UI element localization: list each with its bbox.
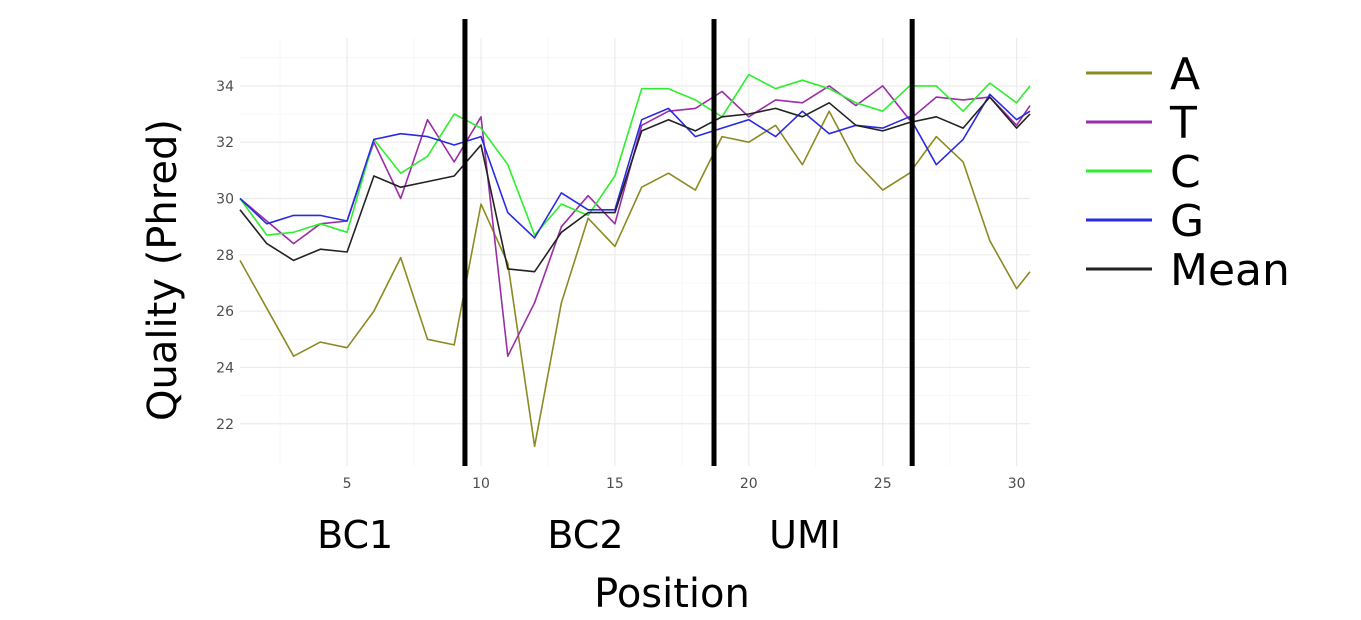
series-line-mean (239, 96, 1031, 273)
region-labels: BC1 BC2 UMI (317, 513, 841, 557)
x-tick-label: 20 (740, 476, 758, 492)
x-tick-labels: 5 10 15 20 25 30 (343, 476, 1026, 492)
legend-label-a: A (1170, 49, 1200, 100)
y-tick-label: 28 (216, 248, 234, 264)
y-tick-label: 26 (216, 304, 234, 320)
x-tick-label: 25 (874, 476, 892, 492)
legend-label-mean: Mean (1170, 245, 1290, 296)
x-tick-label: 10 (472, 476, 490, 492)
y-tick-label: 22 (216, 417, 234, 433)
series-line-g (239, 93, 1031, 239)
x-tick-label: 30 (1008, 476, 1026, 492)
y-tick-label: 32 (216, 135, 234, 151)
region-label-bc1: BC1 (317, 513, 393, 557)
legend-label-t: T (1169, 98, 1197, 149)
series-lines (239, 73, 1031, 448)
series-line-a (239, 110, 1031, 448)
region-label-umi: UMI (769, 513, 841, 557)
legend-label-g: G (1170, 196, 1204, 247)
x-tick-label: 5 (343, 476, 352, 492)
x-axis-title: Position (594, 571, 750, 617)
y-axis-title: Quality (Phred) (140, 119, 186, 421)
y-tick-label: 34 (216, 79, 234, 95)
region-label-bc2: BC2 (547, 513, 623, 557)
legend-label-c: C (1170, 147, 1201, 198)
x-tick-label: 15 (606, 476, 624, 492)
segment-dividers (462, 19, 915, 466)
y-tick-label: 30 (216, 192, 234, 208)
y-tick-label: 24 (216, 360, 234, 376)
y-tick-labels: 22 24 26 28 30 32 34 (216, 79, 234, 433)
